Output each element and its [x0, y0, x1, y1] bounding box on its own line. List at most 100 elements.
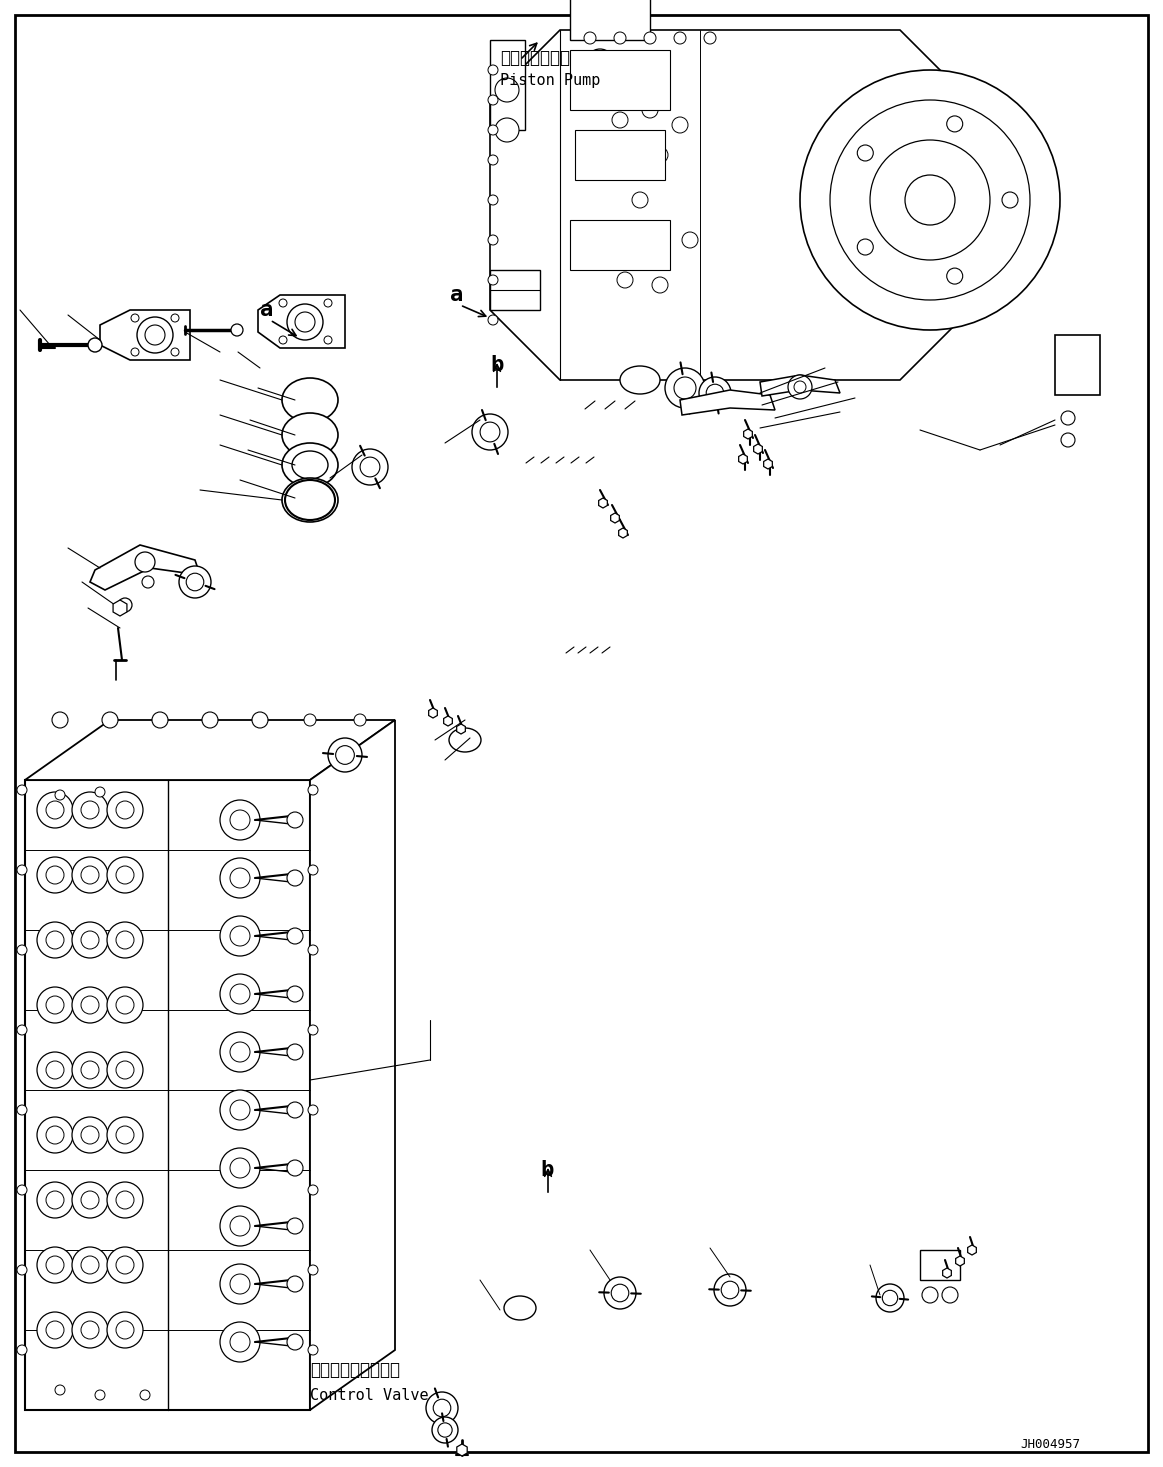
Circle shape — [942, 1287, 958, 1303]
Circle shape — [612, 153, 628, 169]
Circle shape — [426, 1392, 458, 1424]
Circle shape — [706, 384, 723, 402]
Circle shape — [682, 232, 698, 248]
Circle shape — [107, 1311, 143, 1348]
Circle shape — [135, 552, 155, 572]
Circle shape — [17, 1185, 27, 1196]
Circle shape — [488, 195, 498, 205]
Circle shape — [72, 1247, 108, 1284]
Circle shape — [433, 1400, 451, 1417]
Circle shape — [230, 1332, 250, 1353]
Circle shape — [883, 1291, 898, 1306]
Circle shape — [230, 926, 250, 946]
Circle shape — [279, 336, 287, 343]
Ellipse shape — [281, 478, 338, 522]
Circle shape — [602, 232, 618, 248]
Circle shape — [116, 1127, 134, 1144]
Circle shape — [47, 1127, 64, 1144]
Circle shape — [230, 1157, 250, 1178]
Ellipse shape — [449, 728, 481, 753]
Circle shape — [620, 530, 626, 535]
Ellipse shape — [292, 450, 328, 480]
Circle shape — [324, 299, 331, 307]
Circle shape — [202, 711, 217, 728]
Circle shape — [969, 1247, 975, 1253]
Polygon shape — [680, 390, 775, 415]
Circle shape — [944, 1270, 950, 1276]
Circle shape — [37, 857, 73, 893]
Circle shape — [488, 65, 498, 75]
Circle shape — [230, 868, 250, 888]
Circle shape — [287, 1045, 304, 1061]
Polygon shape — [100, 310, 190, 359]
Circle shape — [116, 801, 134, 819]
Circle shape — [17, 1025, 27, 1036]
Circle shape — [107, 1247, 143, 1284]
Bar — [570, 50, 670, 110]
Bar — [570, 0, 650, 40]
Ellipse shape — [292, 486, 328, 513]
Circle shape — [107, 792, 143, 827]
Circle shape — [612, 515, 618, 521]
Circle shape — [107, 987, 143, 1022]
Circle shape — [142, 577, 154, 588]
Circle shape — [116, 932, 134, 949]
Circle shape — [55, 791, 65, 800]
Circle shape — [81, 996, 99, 1014]
Circle shape — [304, 714, 316, 726]
Circle shape — [231, 324, 243, 336]
Circle shape — [584, 32, 595, 44]
Circle shape — [81, 866, 99, 885]
Polygon shape — [258, 295, 345, 348]
Text: コントロールバルブ: コントロールバルブ — [311, 1361, 400, 1379]
Text: a: a — [261, 299, 273, 320]
Ellipse shape — [504, 1295, 536, 1320]
Circle shape — [287, 870, 304, 886]
Circle shape — [741, 456, 745, 462]
Circle shape — [131, 348, 140, 356]
Circle shape — [137, 317, 173, 354]
Circle shape — [488, 274, 498, 285]
Circle shape — [116, 1256, 134, 1273]
Circle shape — [107, 921, 143, 958]
Circle shape — [612, 1284, 629, 1301]
Circle shape — [287, 986, 304, 1002]
Circle shape — [488, 95, 498, 106]
Circle shape — [47, 866, 64, 885]
Circle shape — [789, 376, 812, 399]
Circle shape — [81, 1127, 99, 1144]
Circle shape — [308, 945, 317, 955]
Circle shape — [721, 1281, 739, 1298]
Circle shape — [220, 1322, 261, 1361]
Circle shape — [704, 32, 716, 44]
Circle shape — [47, 801, 64, 819]
Circle shape — [95, 1391, 105, 1400]
Circle shape — [37, 987, 73, 1022]
Circle shape — [495, 78, 519, 103]
Circle shape — [72, 1116, 108, 1153]
Ellipse shape — [285, 480, 335, 519]
Circle shape — [72, 921, 108, 958]
Circle shape — [947, 116, 963, 132]
Circle shape — [672, 117, 688, 133]
Circle shape — [857, 239, 873, 255]
Circle shape — [295, 312, 315, 332]
Circle shape — [287, 1102, 304, 1118]
Circle shape — [47, 1061, 64, 1080]
Circle shape — [905, 175, 955, 224]
Circle shape — [612, 111, 628, 128]
Circle shape — [324, 336, 331, 343]
Polygon shape — [311, 720, 395, 1410]
Circle shape — [287, 813, 304, 827]
Circle shape — [642, 227, 658, 244]
Text: Control Valve: Control Valve — [311, 1388, 429, 1402]
Text: b: b — [540, 1160, 554, 1179]
Text: JH004957: JH004957 — [1020, 1439, 1080, 1451]
Circle shape — [230, 1042, 250, 1062]
Circle shape — [81, 1061, 99, 1080]
Circle shape — [714, 1273, 745, 1306]
Circle shape — [1003, 192, 1018, 208]
Circle shape — [876, 1284, 904, 1311]
Ellipse shape — [281, 378, 338, 422]
Circle shape — [488, 125, 498, 135]
